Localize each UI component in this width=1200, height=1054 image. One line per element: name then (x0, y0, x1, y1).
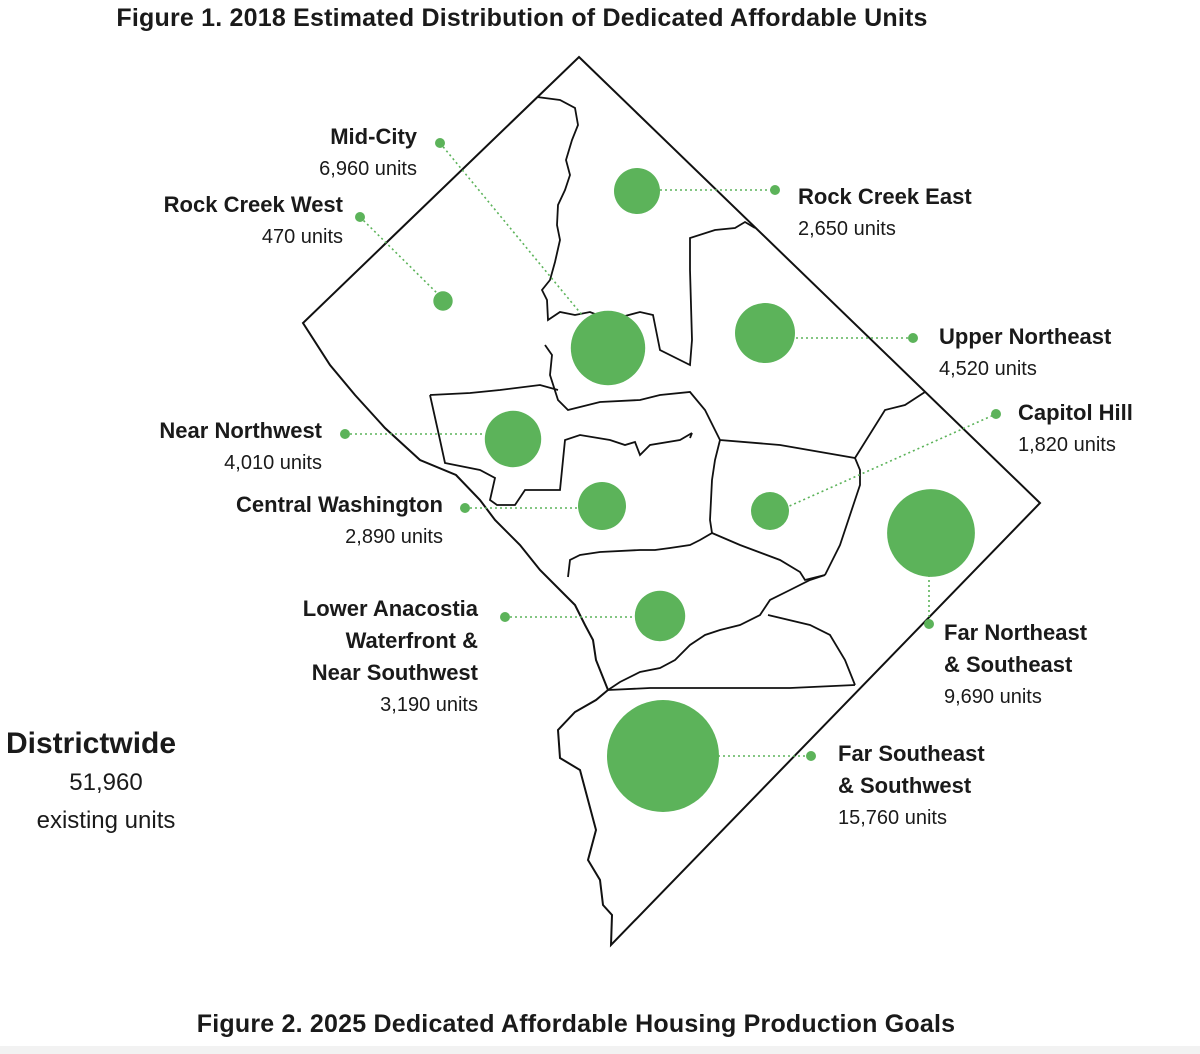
unit-bubbles (433, 168, 975, 812)
figure-2-title: Figure 2. 2025 Dedicated Affordable Hous… (196, 1010, 956, 1038)
bubble-rock-creek-east (614, 168, 660, 214)
region-name: Mid-City (330, 124, 417, 149)
ward-boundaries (429, 96, 926, 691)
region-name-line: & Southwest (838, 773, 972, 798)
region-name: Rock Creek West (163, 192, 343, 217)
dot-near-northwest (340, 429, 350, 439)
region-name: Rock Creek East (798, 184, 972, 209)
label-capitol-hill: Capitol Hill 1,820 units (1018, 397, 1133, 461)
bubble-lower-anacostia (634, 590, 686, 642)
dot-rock-creek-east (770, 185, 780, 195)
region-units: 470 units (261, 226, 343, 248)
districtwide-summary: Districtwide 51,960 existing units (6, 724, 206, 840)
district-outline (301, 55, 1042, 948)
bubble-central-washington (578, 482, 626, 530)
label-upper-northeast: Upper Northeast 4,520 units (939, 321, 1111, 385)
region-units: 2,890 units (345, 526, 443, 548)
leader-lines (345, 142, 997, 757)
region-name-line: Far Southeast (838, 741, 985, 766)
dot-central-washington (460, 503, 470, 513)
region-units: 2,650 units (798, 218, 896, 240)
region-name: Upper Northeast (939, 324, 1112, 349)
label-lower-anacostia: Lower Anacostia Waterfront & Near Southw… (303, 593, 478, 721)
dot-far-northeast (924, 619, 934, 629)
bubble-near-northwest (484, 410, 542, 468)
region-units: 9,690 units (944, 686, 1042, 708)
figure-1-title: Figure 1. 2018 Estimated Distribution of… (116, 4, 928, 32)
region-name-line: Lower Anacostia (302, 596, 478, 621)
region-units: 1,820 units (1018, 434, 1116, 456)
page-edge (0, 1046, 1200, 1054)
districtwide-caption: existing units (36, 807, 176, 834)
region-units: 3,190 units (380, 694, 478, 716)
region-units: 4,520 units (939, 358, 1037, 380)
label-rock-creek-east: Rock Creek East 2,650 units (798, 181, 972, 245)
label-central-washington: Central Washington 2,890 units (236, 489, 443, 553)
bubble-capitol-hill (751, 492, 789, 530)
label-rock-creek-west: Rock Creek West 470 units (164, 189, 343, 253)
dot-rock-creek-west (355, 212, 365, 222)
bubble-far-northeast (887, 489, 975, 577)
region-name-line: Near Southwest (311, 660, 478, 685)
dot-lower-anacostia (500, 612, 510, 622)
region-name: Capitol Hill (1018, 400, 1133, 425)
bubble-upper-northeast (735, 303, 795, 363)
region-name-line: Far Northeast (944, 620, 1088, 645)
region-units: 4,010 units (224, 452, 322, 474)
region-name-line: Waterfront & (345, 628, 478, 653)
region-units: 6,960 units (319, 158, 417, 180)
region-name: Near Northwest (159, 418, 322, 443)
label-mid-city: Mid-City 6,960 units (319, 121, 417, 185)
leader-dots (340, 138, 1001, 761)
bubble-rock-creek-west (433, 291, 453, 311)
dot-capitol-hill (991, 409, 1001, 419)
region-name-line: & Southeast (944, 652, 1073, 677)
dot-mid-city (435, 138, 445, 148)
bubble-mid-city (570, 310, 646, 386)
label-far-southeast: Far Southeast & Southwest 15,760 units (838, 738, 985, 834)
label-near-northwest: Near Northwest 4,010 units (159, 415, 322, 479)
districtwide-value: 51,960 (69, 769, 143, 796)
dot-upper-northeast (908, 333, 918, 343)
region-name: Central Washington (236, 492, 443, 517)
dot-far-southeast (806, 751, 816, 761)
bubble-far-southeast (607, 700, 719, 812)
label-far-northeast: Far Northeast & Southeast 9,690 units (944, 617, 1087, 713)
region-units: 15,760 units (838, 807, 947, 829)
districtwide-label: Districtwide (6, 727, 177, 760)
